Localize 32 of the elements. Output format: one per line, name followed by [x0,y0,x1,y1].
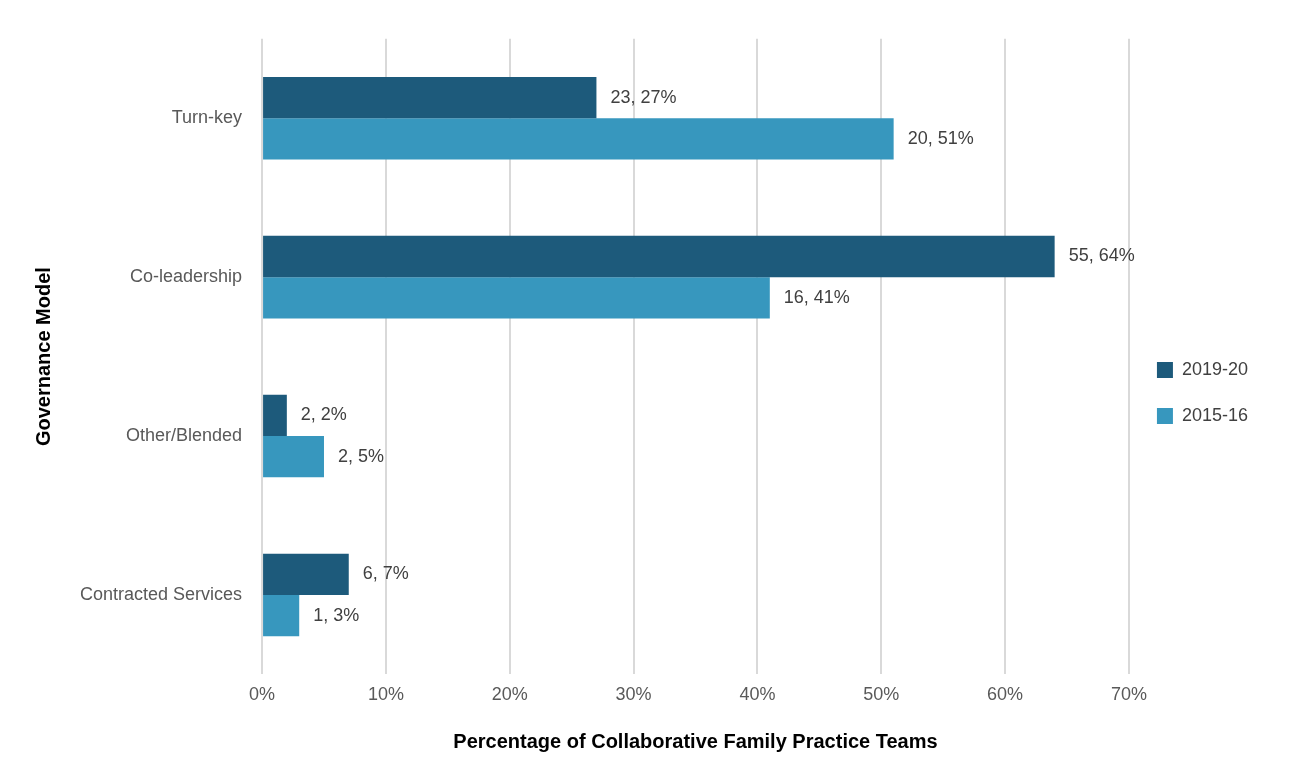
bar [263,553,349,595]
x-axis-title: Percentage of Collaborative Family Practice Teams [453,729,938,752]
data-label: 23, 27% [610,86,677,107]
bar [263,235,1055,278]
x-tick-label: 20% [491,684,528,705]
y-tick-label: Turn-key [171,107,243,128]
y-axis-title: Governance Model [31,267,54,447]
data-label: 1, 3% [313,604,360,625]
data-label: 2, 5% [337,445,385,466]
x-tick-label: 10% [367,684,404,705]
bar [263,594,300,637]
data-label: 55, 64% [1068,245,1135,266]
x-tick-label: 70% [1110,684,1147,705]
data-label: 6, 7% [362,563,409,584]
data-label: 16, 41% [783,286,850,307]
x-tick-label: 60% [987,684,1024,705]
x-tick-label: 0% [249,684,276,705]
data-label: 20, 51% [907,127,974,148]
legend-label: 2019-20 [1181,358,1248,379]
x-tick-label: 50% [863,684,900,705]
bar [263,277,770,319]
y-tick-label: Contracted Services [79,583,243,604]
y-tick-label: Other/Blended [125,425,243,446]
data-label: 2, 2% [300,404,347,425]
bar [263,76,597,119]
x-tick-label: 30% [615,684,652,705]
bar [263,118,894,160]
bar [263,436,324,478]
legend-label: 2015-16 [1181,404,1248,425]
x-tick-label: 40% [739,684,776,705]
y-tick-label: Co-leadership [130,266,243,287]
bar [263,394,287,437]
